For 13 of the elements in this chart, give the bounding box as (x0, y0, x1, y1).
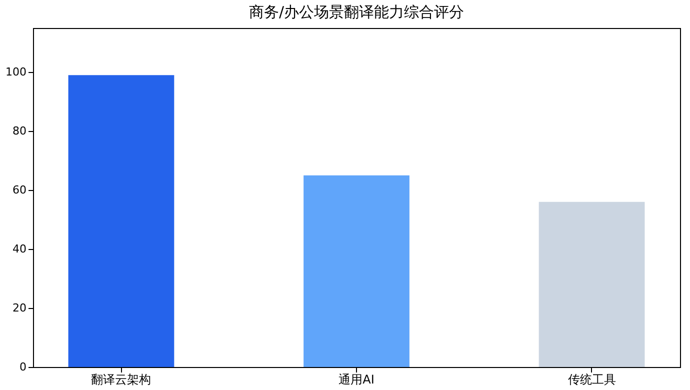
bar (538, 202, 645, 367)
chart-title: 商务/办公场景翻译能力综合评分 (248, 3, 464, 21)
y-tick-label: 20 (12, 302, 26, 315)
x-tick-label: 传统工具 (568, 372, 616, 386)
bar (68, 75, 174, 367)
bar (304, 175, 410, 367)
y-tick-label: 60 (12, 184, 26, 197)
y-tick-label: 0 (20, 360, 26, 374)
y-tick-label: 40 (12, 242, 26, 256)
y-tick-label: 100 (6, 66, 26, 79)
x-tick-label: 通用AI (338, 372, 374, 386)
y-tick-label: 80 (12, 124, 26, 138)
x-tick-label: 翻译云架构 (91, 372, 152, 386)
